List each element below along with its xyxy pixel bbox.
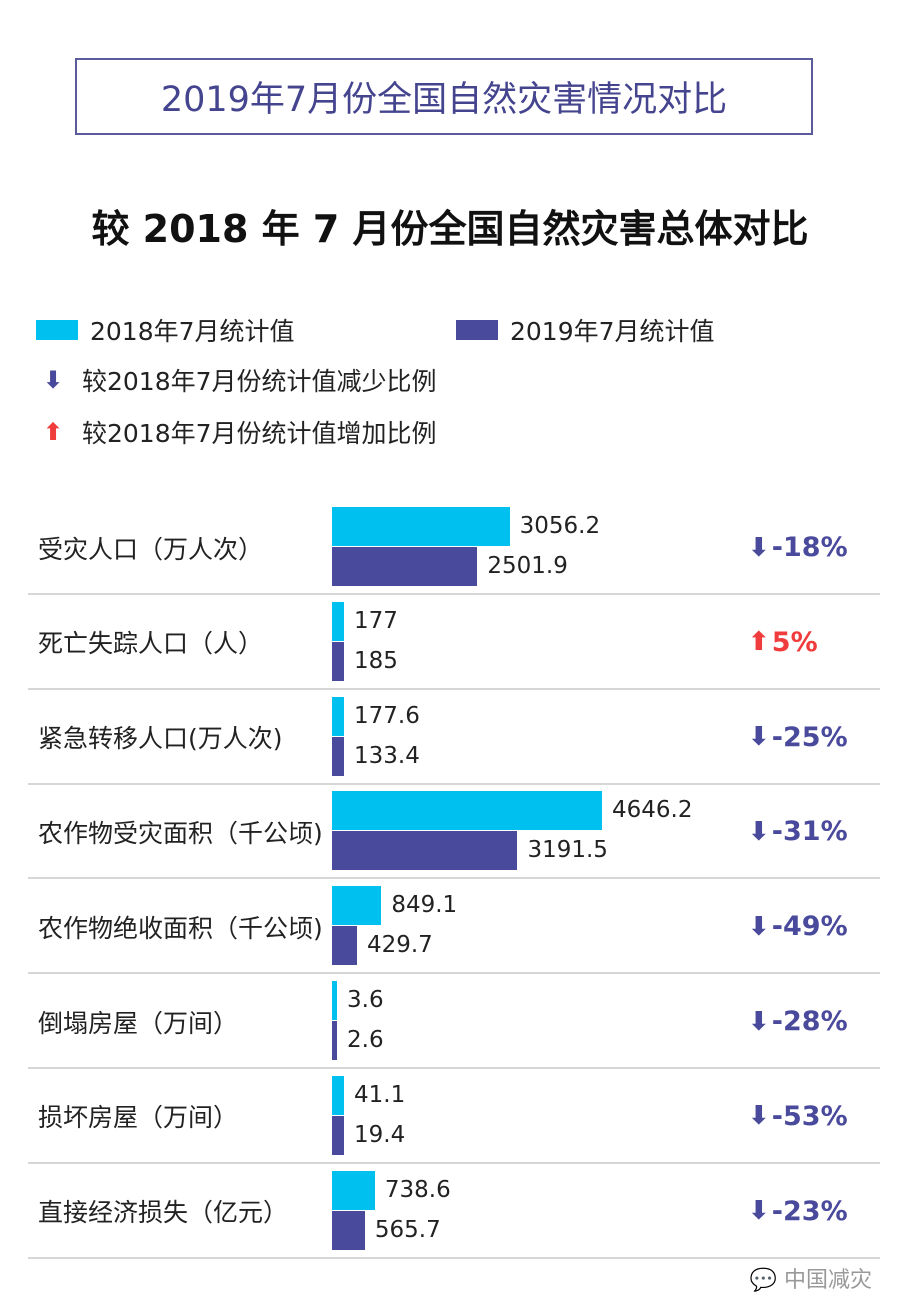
bar-2019 [332, 736, 344, 776]
category-label: 农作物受灾面积（千公顷) [38, 818, 323, 848]
chart-title: 较 2018 年 7 月份全国自然灾害总体对比 [91, 207, 809, 251]
category-label: 死亡失踪人口（人） [38, 629, 264, 659]
data-label-2019: 133.4 [354, 742, 420, 769]
arrow-down-icon: ⬇ [748, 1006, 770, 1037]
data-label-2019: 429.7 [366, 932, 433, 959]
bar-2019 [332, 831, 518, 871]
table-row: 直接经济损失（亿元） 738.6 565.7 ⬇ -23% [28, 1164, 880, 1259]
arrow-down-icon: ⬇ [42, 366, 64, 394]
change-indicator: ⬇ -49% [748, 879, 848, 974]
table-row: 死亡失踪人口（人） 177 185 ⬆ 5% [28, 595, 880, 690]
watermark: 💬 中国减灾 [749, 1268, 872, 1293]
data-label-2018: 849.1 [391, 892, 458, 919]
legend-decrease: ⬇ 较2018年7月份统计值减少比例 [32, 362, 437, 398]
category-label: 紧急转移人口(万人次) [38, 724, 283, 754]
category-label: 受灾人口（万人次） [38, 534, 264, 564]
legend-label-2018: 2018年7月统计值 [90, 317, 295, 346]
table-row: 损坏房屋（万间） 41.1 19.4 ⬇ -53% [28, 1069, 880, 1164]
bar-2018 [332, 601, 344, 641]
change-value: -53% [771, 1100, 848, 1132]
table-row: 倒塌房屋（万间） 3.6 2.6 ⬇ -28% [28, 974, 880, 1069]
data-label-2018: 3.6 [347, 987, 384, 1013]
category-label: 倒塌房屋（万间） [38, 1008, 239, 1038]
bar-2019 [332, 1021, 337, 1060]
table-row: 紧急转移人口(万人次) 177.6 133.4 ⬇ -25% [28, 690, 880, 785]
arrow-down-icon: ⬇ [748, 1101, 770, 1132]
legend-increase: ⬆ 较2018年7月份统计值增加比例 [32, 414, 437, 450]
table-row: 受灾人口（万人次） 3056.2 2501.9 ⬇ -18% [28, 500, 880, 595]
bar-2018 [332, 981, 337, 1020]
table-row: 农作物受灾面积（千公顷) 4646.2 3191.5 ⬇ -31% [28, 784, 880, 880]
bar-2019 [332, 1115, 344, 1155]
legend-label-decrease: 较2018年7月份统计值减少比例 [82, 367, 437, 396]
bar-2018 [332, 791, 602, 831]
bar-2019 [332, 1210, 365, 1250]
data-label-2019: 2.6 [347, 1027, 384, 1053]
legend-swatch-2018 [36, 320, 78, 340]
data-label-2018: 177 [354, 607, 398, 634]
arrow-down-icon: ⬇ [748, 911, 770, 942]
bar-2018 [332, 1170, 375, 1210]
bar-2018 [332, 507, 510, 546]
arrow-up-icon: ⬆ [42, 418, 64, 446]
bar-2018 [332, 696, 344, 736]
data-label-2018: 41.1 [354, 1081, 406, 1108]
change-value: -18% [771, 532, 848, 563]
arrow-down-icon: ⬇ [748, 816, 770, 847]
legend-label-2019: 2019年7月统计值 [510, 317, 715, 346]
data-label-2019: 185 [354, 647, 398, 674]
change-indicator: ⬇ -53% [748, 1069, 848, 1164]
bar-2019 [332, 926, 357, 966]
change-indicator: ⬇ -25% [748, 690, 848, 785]
change-value: -49% [771, 911, 848, 943]
data-label-2018: 177.6 [354, 702, 420, 729]
arrow-down-icon: ⬇ [748, 722, 770, 753]
category-label: 直接经济损失（亿元） [38, 1198, 289, 1228]
data-label-2018: 4646.2 [612, 797, 693, 824]
change-value: -23% [771, 1195, 848, 1227]
change-indicator: ⬇ -18% [748, 500, 848, 595]
category-label: 农作物绝收面积（千公顷) [38, 913, 323, 943]
arrow-down-icon: ⬇ [748, 1196, 770, 1227]
data-label-2018: 3056.2 [519, 513, 601, 539]
change-value: -31% [771, 816, 848, 848]
legend-2018: 2018年7月统计值 [36, 312, 295, 348]
legend-swatch-2019 [456, 320, 498, 340]
change-indicator: ⬇ -28% [748, 974, 848, 1069]
change-indicator: ⬇ -23% [748, 1164, 848, 1259]
change-value: -25% [771, 721, 848, 753]
arrow-down-icon: ⬇ [748, 532, 770, 563]
table-row: 农作物绝收面积（千公顷) 849.1 429.7 ⬇ -49% [28, 879, 880, 975]
change-indicator: ⬆ 5% [748, 595, 818, 690]
data-label-2018: 738.6 [384, 1176, 451, 1203]
data-label-2019: 3191.5 [527, 837, 608, 864]
change-value: 5% [771, 626, 818, 658]
page-title: 2019年7月份全国自然灾害情况对比 [75, 58, 813, 135]
data-label-2019: 565.7 [374, 1216, 441, 1243]
bar-2019 [332, 641, 344, 681]
legend-label-increase: 较2018年7月份统计值增加比例 [82, 419, 437, 448]
bar-2018 [332, 886, 382, 926]
bar-2018 [332, 1075, 344, 1115]
data-label-2019: 2501.9 [487, 553, 568, 579]
wechat-icon: 💬 [749, 1268, 784, 1293]
arrow-up-icon: ⬆ [748, 627, 770, 658]
change-indicator: ⬇ -31% [748, 784, 848, 879]
legend-2019: 2019年7月统计值 [456, 312, 715, 348]
data-label-2019: 19.4 [354, 1121, 406, 1148]
change-value: -28% [771, 1006, 848, 1037]
category-label: 损坏房屋（万间） [38, 1103, 239, 1133]
bar-2019 [332, 547, 478, 586]
